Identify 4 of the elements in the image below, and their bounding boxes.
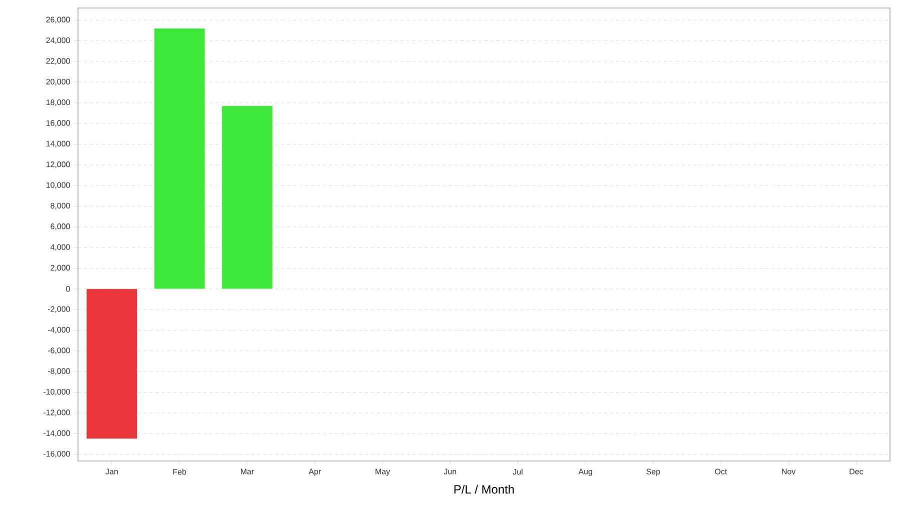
x-axis-title: P/L / Month	[454, 484, 514, 494]
bar	[154, 28, 206, 290]
bar	[86, 288, 138, 439]
bar	[222, 106, 273, 290]
